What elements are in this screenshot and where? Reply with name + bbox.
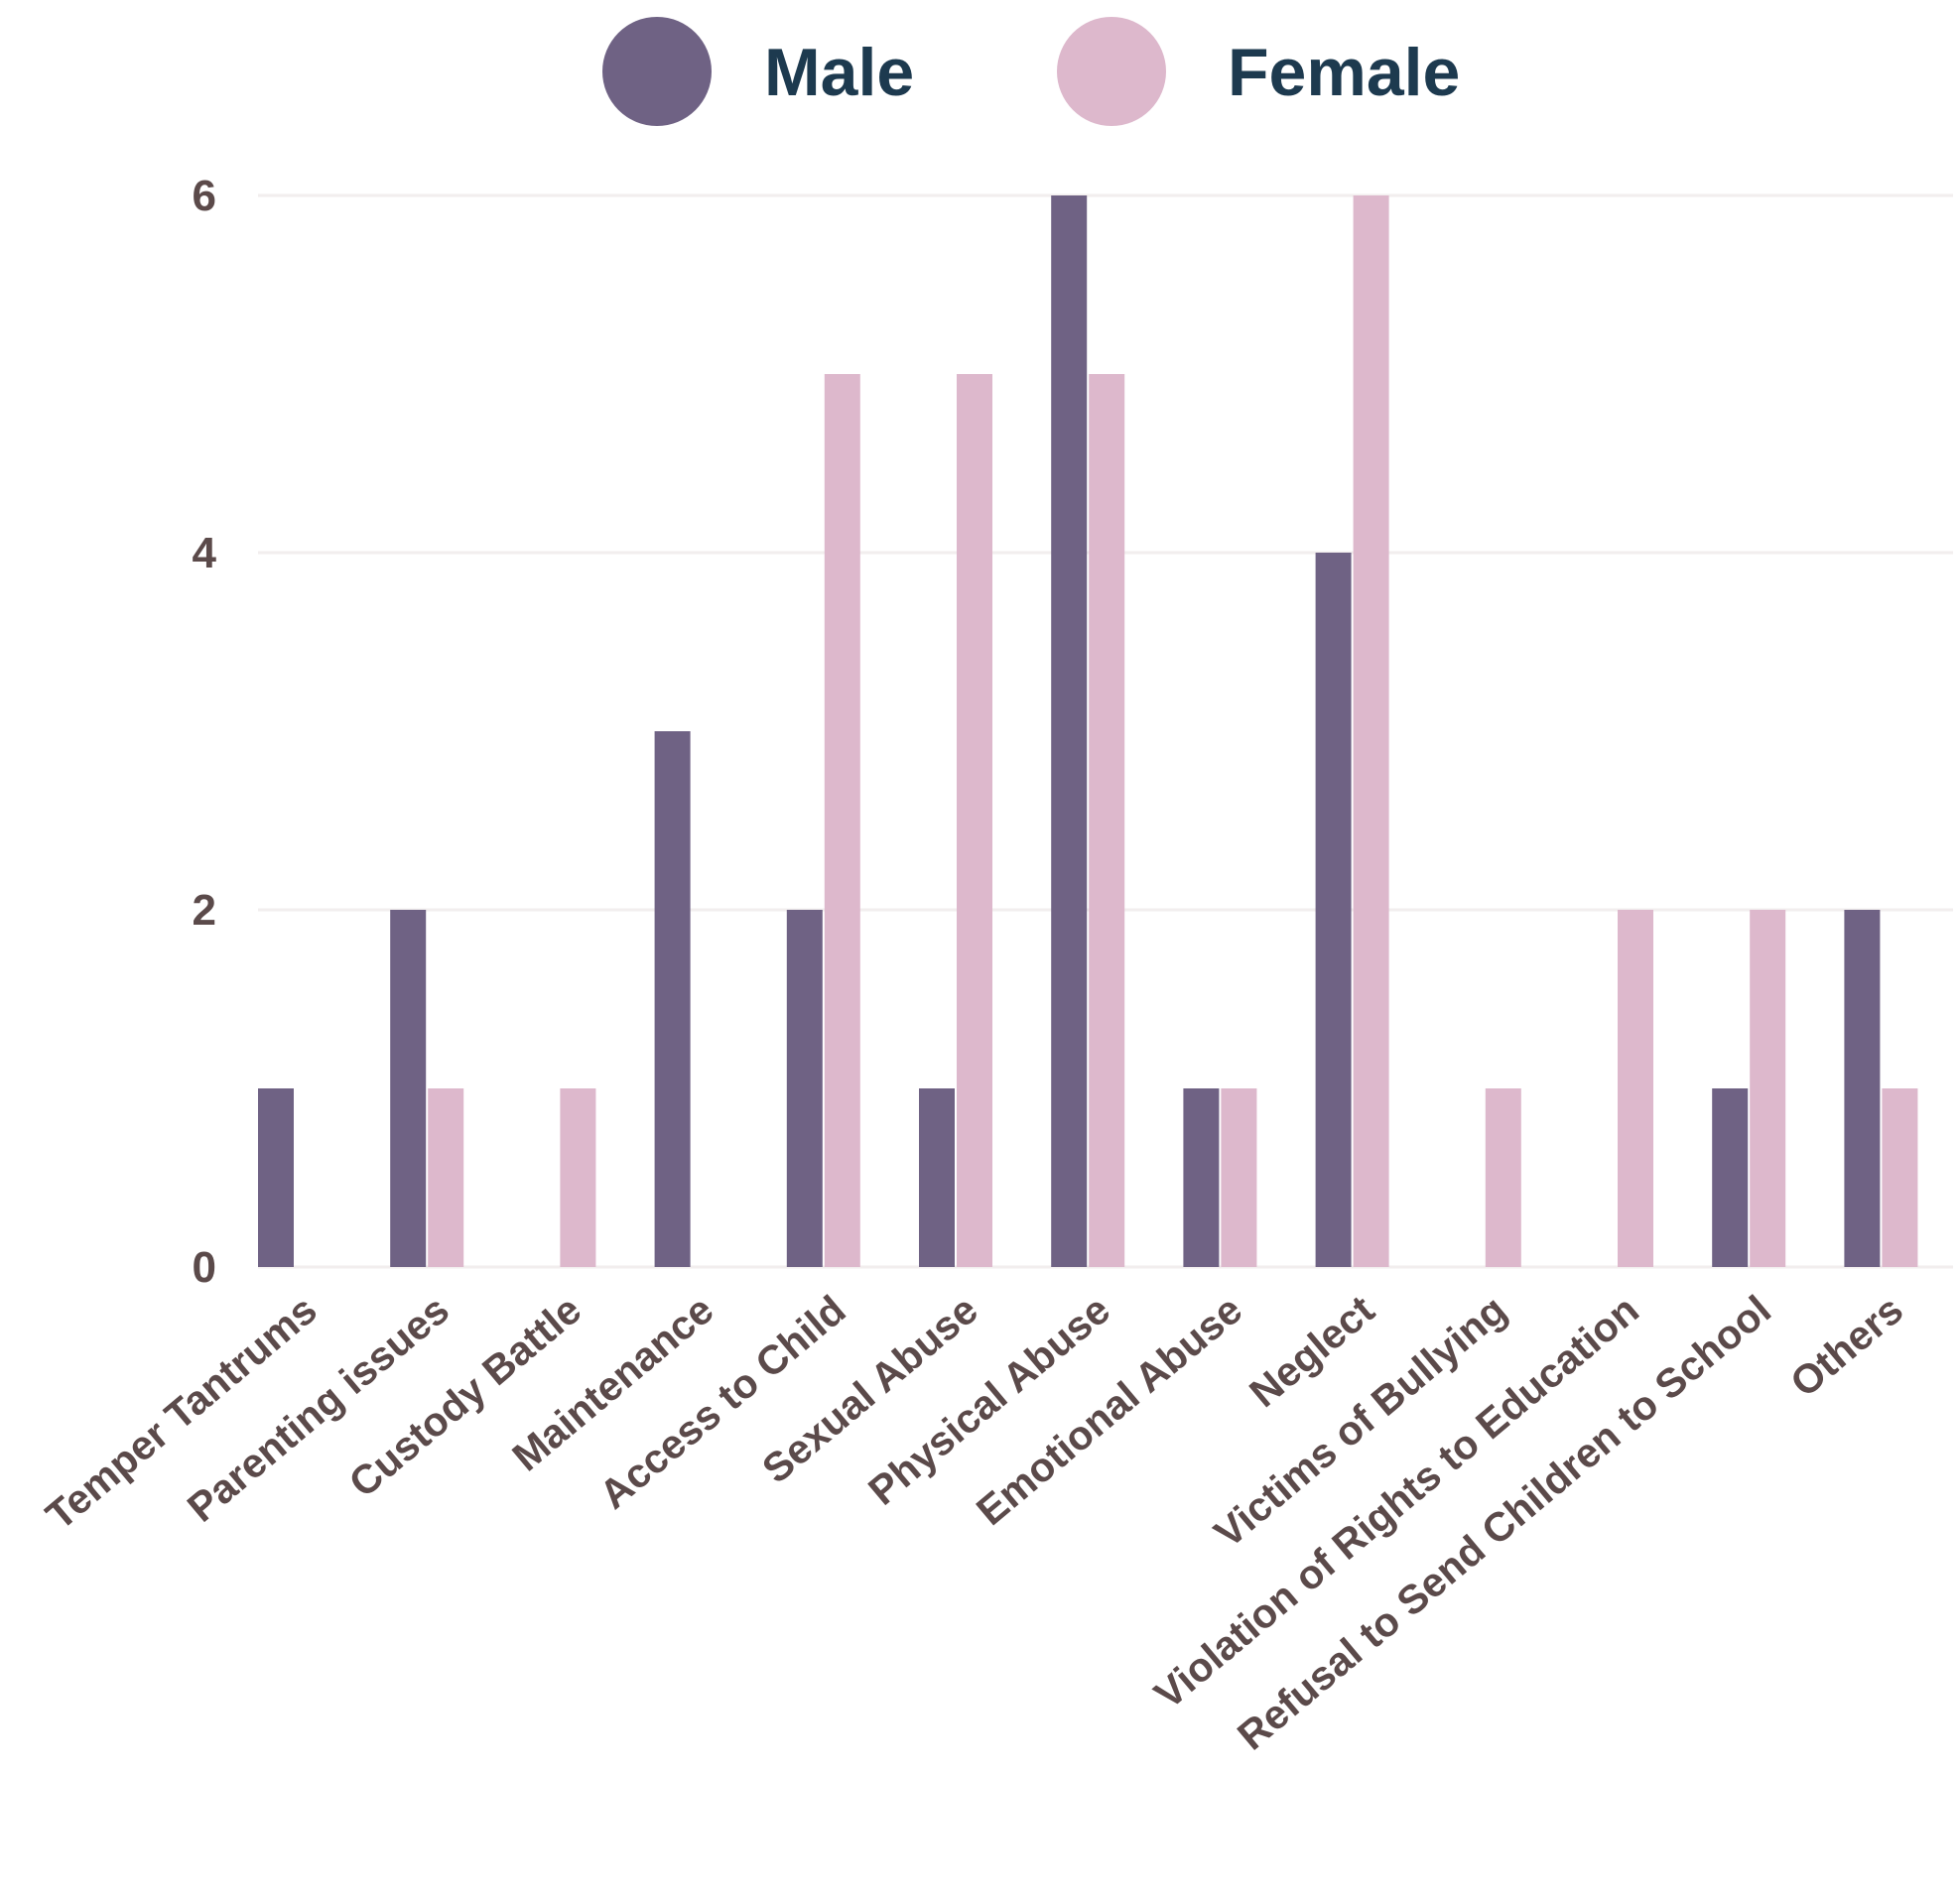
bar-female-physical-abuse bbox=[1089, 374, 1125, 1267]
bar-male-parenting-issues bbox=[390, 910, 427, 1267]
bar-male-sexual-abuse bbox=[919, 1088, 955, 1267]
bar-female-access-to-child bbox=[824, 374, 860, 1267]
bar-female-others bbox=[1882, 1088, 1918, 1267]
x-tick-label: Custody Battle bbox=[340, 1287, 589, 1506]
x-tick-label: Others bbox=[1781, 1287, 1911, 1406]
y-axis: 0 2 4 6 bbox=[193, 172, 217, 1292]
legend-swatch-male bbox=[602, 17, 712, 126]
x-tick-label: Physical Abuse bbox=[859, 1287, 1118, 1514]
x-tick-label: Access to Child bbox=[590, 1287, 853, 1518]
bar-female-refusal-to-send-children-to-school bbox=[1750, 910, 1786, 1267]
bars bbox=[258, 195, 1918, 1267]
bar-male-maintenance bbox=[654, 731, 691, 1267]
legend-swatch-female bbox=[1057, 17, 1166, 126]
legend: Male Female bbox=[602, 17, 1460, 126]
y-tick-label: 2 bbox=[193, 886, 216, 935]
bar-female-custody-battle bbox=[560, 1088, 596, 1267]
x-tick-label: Violation of Rights to Education bbox=[1145, 1287, 1646, 1717]
bar-male-others bbox=[1844, 910, 1881, 1267]
bar-male-emotional-abuse bbox=[1183, 1088, 1220, 1267]
bar-male-neglect bbox=[1315, 553, 1352, 1267]
legend-label-male: Male bbox=[764, 35, 914, 110]
bar-male-refusal-to-send-children-to-school bbox=[1712, 1088, 1749, 1267]
bar-female-violation-of-rights-to-education bbox=[1618, 910, 1653, 1267]
bar-female-neglect bbox=[1353, 195, 1389, 1267]
bar-male-access-to-child bbox=[786, 910, 823, 1267]
bar-male-physical-abuse bbox=[1051, 195, 1088, 1267]
y-tick-label: 6 bbox=[193, 172, 216, 220]
legend-label-female: Female bbox=[1228, 35, 1460, 110]
bar-female-victims-of-bullying bbox=[1485, 1088, 1521, 1267]
y-tick-label: 4 bbox=[193, 529, 217, 577]
bar-male-temper-tantrums bbox=[258, 1088, 294, 1267]
y-tick-label: 0 bbox=[193, 1243, 216, 1292]
bar-female-parenting-issues bbox=[428, 1088, 464, 1267]
bar-female-emotional-abuse bbox=[1221, 1088, 1257, 1267]
bar-female-sexual-abuse bbox=[957, 374, 992, 1267]
